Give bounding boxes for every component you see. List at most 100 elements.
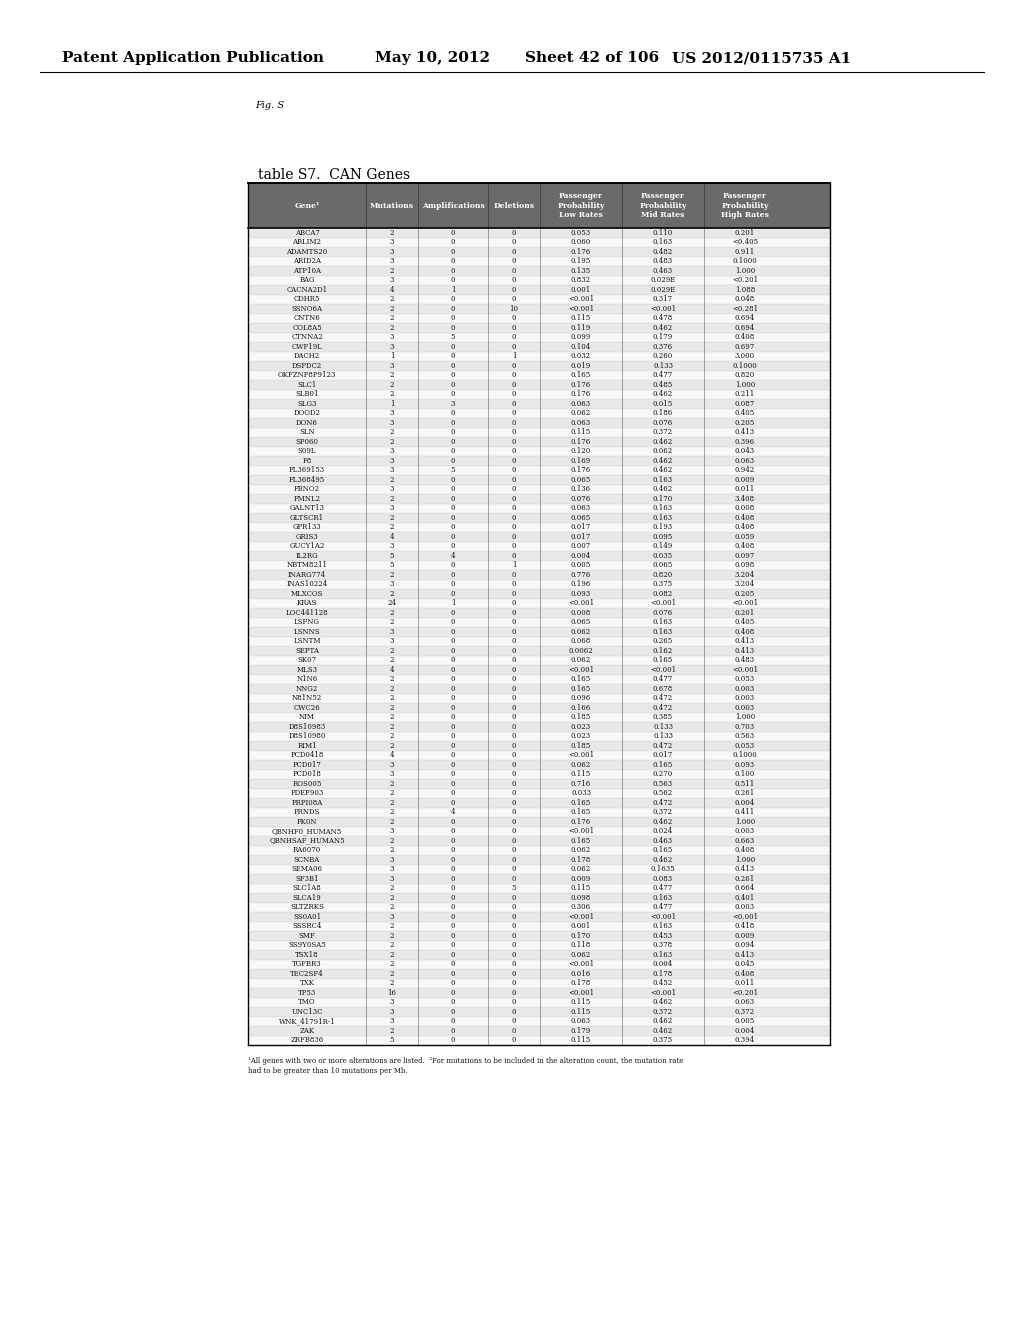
Text: 0.001: 0.001 [570,923,591,931]
Text: GALNT13: GALNT13 [290,504,325,512]
Text: QBNHF0_HUMAN5: QBNHF0_HUMAN5 [272,828,342,836]
Text: 0: 0 [512,846,516,854]
Bar [248,693,830,704]
Text: 0.115: 0.115 [570,1036,591,1044]
Text: 2: 2 [390,609,394,616]
Text: QBNHSAF_HUMAN5: QBNHSAF_HUMAN5 [269,837,345,845]
Text: 3: 3 [390,504,394,512]
Text: 0.179: 0.179 [653,333,673,342]
Text: 0.009: 0.009 [735,932,755,940]
Bar [248,770,830,779]
Text: 0.163: 0.163 [653,894,673,902]
Text: 3: 3 [390,248,394,256]
Bar [248,656,830,665]
Text: 0.186: 0.186 [653,409,673,417]
Text: 0.372: 0.372 [653,1007,673,1016]
Text: 0.133: 0.133 [653,723,673,731]
Text: 0.024: 0.024 [653,828,673,836]
Text: 0: 0 [451,676,456,684]
Text: 0.697: 0.697 [735,343,755,351]
Bar [248,998,830,1007]
Text: 0.1635: 0.1635 [650,865,675,874]
Text: 0.477: 0.477 [653,903,673,911]
Bar [248,314,830,323]
Text: UNC13C: UNC13C [291,1007,323,1016]
Text: 2: 2 [390,846,394,854]
Bar [248,446,830,455]
Text: 2: 2 [390,884,394,892]
Text: 0: 0 [451,238,456,247]
Text: 0: 0 [451,903,456,911]
Text: 0.004: 0.004 [735,1027,755,1035]
Text: 2: 2 [390,723,394,731]
Text: DOOD2: DOOD2 [294,409,321,417]
Text: 0: 0 [512,923,516,931]
Text: 0.063: 0.063 [571,504,591,512]
Text: 0: 0 [512,447,516,455]
Text: Gene¹: Gene¹ [294,202,319,210]
Bar [248,428,830,437]
Text: 0.196: 0.196 [570,581,591,589]
Text: 0: 0 [512,818,516,826]
Text: 2: 2 [390,903,394,911]
Text: 16: 16 [387,989,396,997]
Text: 0.104: 0.104 [570,343,591,351]
Text: SLN: SLN [299,428,314,436]
Text: 0: 0 [451,1007,456,1016]
Text: 1.000: 1.000 [735,380,755,389]
Text: 0: 0 [451,742,456,750]
Text: 0.163: 0.163 [653,923,673,931]
Text: 0: 0 [451,628,456,636]
Bar [248,627,830,636]
Text: 0.462: 0.462 [653,438,673,446]
Text: ABLIM2: ABLIM2 [293,238,322,247]
Text: 3: 3 [390,276,394,284]
Text: 0: 0 [512,828,516,836]
Text: 3: 3 [390,638,394,645]
Text: 0: 0 [512,314,516,322]
Text: 0.483: 0.483 [653,257,673,265]
Text: 0.408: 0.408 [735,628,755,636]
Bar [248,570,830,579]
Text: 2: 2 [390,713,394,721]
Text: 0: 0 [451,837,456,845]
Bar [248,399,830,408]
Text: 0.463: 0.463 [653,267,673,275]
Text: 0.394: 0.394 [735,1036,755,1044]
Text: <0.001: <0.001 [568,751,594,759]
Text: 0.115: 0.115 [570,314,591,322]
Text: 2: 2 [390,305,394,313]
Text: 0: 0 [512,751,516,759]
Text: 0.179: 0.179 [570,1027,591,1035]
Text: 0.005: 0.005 [570,561,591,569]
Text: 0: 0 [512,296,516,304]
Text: 2: 2 [390,818,394,826]
Text: 0: 0 [451,713,456,721]
Text: 0.163: 0.163 [653,475,673,483]
Text: 0: 0 [451,665,456,673]
Text: 0: 0 [451,486,456,494]
Text: 0: 0 [512,647,516,655]
Text: 0: 0 [512,1036,516,1044]
Text: 0.1000: 0.1000 [732,362,758,370]
Text: 0.093: 0.093 [571,590,591,598]
Text: 0.059: 0.059 [735,533,755,541]
Text: 0.265: 0.265 [653,638,673,645]
Bar [248,987,830,998]
Text: 0.483: 0.483 [735,656,755,664]
Text: 0: 0 [512,495,516,503]
Text: 0: 0 [512,362,516,370]
Bar [248,333,830,342]
Bar [248,618,830,627]
Text: 3.204: 3.204 [735,581,755,589]
Text: 3: 3 [390,998,394,1006]
Text: NBTM8211: NBTM8211 [287,561,328,569]
Text: 0: 0 [512,676,516,684]
Bar [248,351,830,360]
Text: 0.065: 0.065 [653,561,673,569]
Text: 0: 0 [512,932,516,940]
Text: 0.163: 0.163 [653,618,673,626]
Text: 0: 0 [451,1018,456,1026]
Text: N81N52: N81N52 [292,694,323,702]
Text: 2: 2 [390,618,394,626]
